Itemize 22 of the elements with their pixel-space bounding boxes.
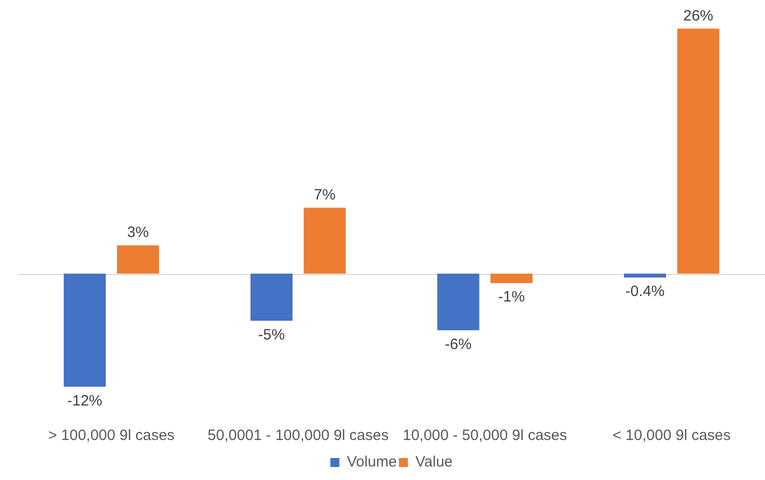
x-tick-label: < 10,000 9l cases	[612, 427, 731, 444]
legend-label: Volume	[346, 454, 397, 471]
data-label: -1%	[498, 288, 525, 306]
data-label: -12%	[67, 392, 102, 410]
data-label: 26%	[683, 7, 714, 24]
bar	[677, 28, 720, 274]
data-label: 3%	[127, 224, 149, 242]
data-label: -0.4%	[625, 283, 665, 300]
data-label: -5%	[258, 326, 285, 344]
bar	[624, 274, 666, 278]
bar	[250, 274, 293, 321]
legend-label: Value	[415, 454, 453, 471]
bar	[64, 274, 106, 387]
x-tick-label: > 100,000 9l cases	[48, 427, 175, 444]
x-tick-label: 10,000 - 50,000 9l cases	[402, 427, 568, 444]
data-label: -6%	[444, 336, 472, 353]
x-tick-label: 50,0001 - 100,000 9l cases	[208, 427, 389, 444]
bar	[490, 274, 533, 284]
bar	[437, 274, 480, 330]
bar	[116, 245, 160, 274]
bar	[304, 208, 346, 274]
data-label: 7%	[314, 186, 336, 204]
